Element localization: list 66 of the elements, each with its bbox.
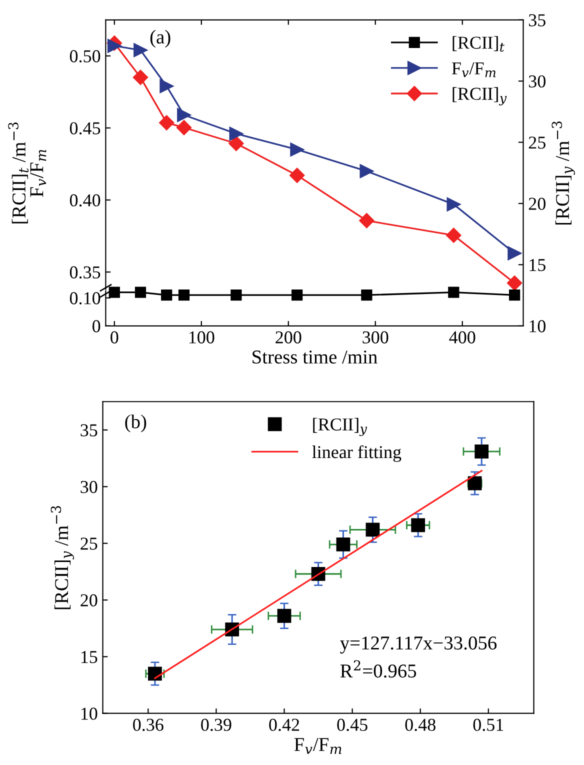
point <box>446 228 462 243</box>
y-tick-label: 0.35 <box>70 266 100 279</box>
y-tick-label: 0.40 <box>70 194 100 207</box>
y2-tick-label: 10 <box>530 320 546 332</box>
y-tick-label: 0 <box>92 320 100 332</box>
point <box>290 142 304 157</box>
annotation: (a) <box>150 30 170 48</box>
point <box>229 126 244 141</box>
point <box>277 608 292 623</box>
point <box>506 275 522 291</box>
y-axis-title: [RCII]$_{y}$ /m$^{−3}$ <box>50 506 74 610</box>
point <box>474 444 489 458</box>
x-tick-label: 0.51 <box>473 718 504 732</box>
point <box>290 168 305 183</box>
y-tick-label: 0.45 <box>70 122 100 134</box>
point <box>148 666 162 681</box>
y2-tick-label: 35 <box>528 14 546 26</box>
x-tick-label: 200 <box>276 331 302 344</box>
point <box>366 522 380 537</box>
point <box>177 108 191 122</box>
point <box>359 213 374 228</box>
point <box>132 70 148 85</box>
text: [RCII]$_{t}$ /m$^{−3}$ F$_{v}$/F$_{m}$ <box>8 122 46 224</box>
annotation: y=127.117x−33.056 <box>340 636 497 654</box>
y-tick-label: 20 <box>80 594 98 606</box>
x-tick-label: 400 <box>449 331 476 344</box>
point <box>176 120 192 136</box>
x-tick-label: 300 <box>362 331 388 344</box>
x-tick-label: 0.39 <box>201 718 232 732</box>
y2-tick-label: 20 <box>528 198 546 210</box>
x-tick-label: 0.36 <box>133 718 164 732</box>
legend-label: [RCII]$_{t}$ <box>452 36 504 52</box>
y-tick-label: 35 <box>80 424 98 436</box>
x-axis-title: Stress time /min <box>252 350 378 364</box>
point <box>336 538 350 552</box>
point <box>508 246 522 260</box>
y2-axis-title: [RCII]$_{y}$ /m$^{−3}$ <box>552 121 575 225</box>
legend-label: linear fitting <box>312 445 402 462</box>
legend-label: F$_{v}$/F$_{m}$ <box>452 62 496 78</box>
annotation: R$^{2}$=0.965 <box>340 660 416 678</box>
y2-tick-label: 30 <box>528 75 546 88</box>
point <box>411 518 426 532</box>
point <box>228 136 244 152</box>
point <box>160 79 174 94</box>
x-tick-label: 100 <box>189 331 214 344</box>
x-axis-title: F$_{v}$/F$_{m}$ <box>294 738 342 754</box>
point <box>360 164 374 178</box>
y-tick-label: 15 <box>81 651 98 664</box>
point <box>159 115 174 130</box>
annotation: (b) <box>125 414 146 432</box>
y2-tick-label: 25 <box>528 136 546 149</box>
x-tick-label: 0.45 <box>337 718 368 732</box>
legend-label: [RCII]$_{y}$ <box>452 87 507 106</box>
y-tick-label: 0.10 <box>70 292 100 304</box>
x-tick-label: 0.48 <box>405 718 436 732</box>
y2-tick-label: 15 <box>530 259 546 272</box>
point <box>107 38 122 53</box>
y-tick-label: 10 <box>81 708 98 720</box>
x-tick-label: 0.42 <box>269 718 300 732</box>
y-tick-label: 25 <box>80 538 98 550</box>
point <box>446 197 461 212</box>
x-tick-label: 0 <box>110 331 118 344</box>
y-tick-label: 30 <box>80 480 98 494</box>
point <box>134 43 148 58</box>
legend-label: [RCII]$_{y}$ <box>313 418 368 436</box>
y-tick-label: 0.50 <box>70 50 100 62</box>
